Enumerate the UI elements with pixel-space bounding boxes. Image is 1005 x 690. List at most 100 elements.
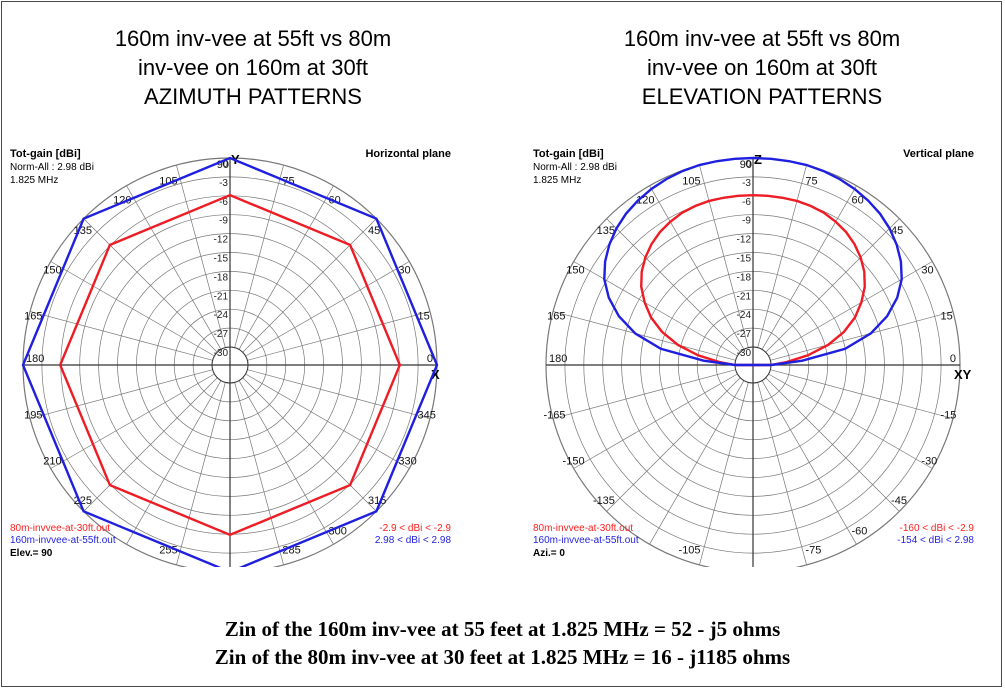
elevation-plane-label: Vertical plane (903, 148, 974, 160)
elevation-angle-label-30: 30 (921, 265, 933, 277)
elevation-legend-range-blue: -154 < dBi < 2.98 (897, 535, 974, 546)
azimuth-bottom-label: Elev.= 90 (10, 548, 53, 559)
elevation-angle-label-0: 0 (950, 353, 956, 365)
elevation-angle-label-300: -60 (852, 525, 868, 537)
elevation-axis-letters: Z XY (754, 152, 972, 382)
azimuth-freq-label: 1.825 MHz (10, 175, 58, 186)
elevation-angle-label-180: 180 (549, 353, 567, 365)
azimuth-ring-label: -18 (214, 272, 229, 283)
azimuth-ring-label: -30 (214, 348, 229, 359)
elevation-ring-label: -12 (737, 235, 752, 246)
azimuth-angle-label-330: 330 (398, 456, 416, 468)
elevation-ring-label: -21 (737, 291, 752, 302)
azimuth-angle-label-165: 165 (24, 311, 42, 323)
azimuth-legend-range-blue: 2.98 < dBi < 2.98 (375, 535, 452, 546)
elevation-ring-label: -27 (737, 329, 752, 340)
elevation-angle-label-285: -75 (805, 544, 821, 556)
azimuth-angle-label-0: 0 (427, 353, 433, 365)
elevation-angle-label-60: 60 (852, 195, 864, 207)
azimuth-legend-range-red: -2.9 < dBi < -2.9 (379, 523, 451, 534)
azimuth-legend-file-blue: 160m-invvee-at-55ft.out (10, 535, 116, 546)
azimuth-ring-label: -21 (214, 291, 229, 302)
elevation-angle-label-45: 45 (891, 225, 903, 237)
elevation-series-blue-line (603, 156, 903, 367)
azimuth-plot: 0 -3 -6 -9 -12 -15 -18 -21 -24 -27 -30 0 15 30 45 60 75 9… (8, 145, 453, 567)
azimuth-center-circle (211, 346, 249, 384)
elevation-polar-chart: 0 -3 -6 -9 -12 -15 -18 -21 -24 -27 -30 0 15 30 45 60 75 9… (533, 148, 974, 567)
azimuth-angle-label-15: 15 (417, 311, 429, 323)
azimuth-header: Tot-gain [dBi] Norm-All : 2.98 dBi 1.825 M… (10, 148, 451, 186)
elevation-ring-labels: 0 -3 -6 -9 -12 -15 -18 -21 -24 -27 -30 (737, 159, 752, 359)
elevation-angle-label-90: 90 (740, 159, 752, 171)
elevation-freq-label: 1.825 MHz (533, 175, 581, 186)
azimuth-series-blue-line (21, 156, 439, 567)
azimuth-legend-file-red: 80m-invvee-at-30ft.out (10, 523, 110, 534)
elevation-angle-label-330: -30 (921, 456, 937, 468)
elevation-ring-label: -15 (737, 254, 752, 265)
elevation-angle-label-195: -165 (543, 409, 565, 421)
elevation-legend-file-red: 80m-invvee-at-30ft.out (533, 523, 633, 534)
azimuth-angle-label-180: 180 (26, 353, 44, 365)
azimuth-title: 160m inv-vee at 55ft vs 80m inv-vee on 1… (18, 24, 488, 111)
azimuth-series-red-line (58, 193, 402, 537)
azimuth-right-axis-label: X (431, 367, 440, 382)
elevation-gain-label: Tot-gain [dBi] (533, 148, 604, 160)
azimuth-title-line-3: AZIMUTH PATTERNS (144, 84, 362, 109)
elevation-angle-label-75: 75 (805, 176, 817, 188)
azimuth-ring-label: -27 (214, 329, 229, 340)
azimuth-gain-label: Tot-gain [dBi] (10, 148, 81, 160)
elevation-ring-label: -3 (742, 178, 751, 189)
elevation-grid (545, 157, 961, 567)
azimuth-angle-label-45: 45 (368, 225, 380, 237)
elevation-angle-labels: 0153045607590105120135150165180-165-150-… (543, 159, 956, 556)
elevation-right-axis-label: XY (954, 367, 972, 382)
elevation-angle-label-225: -135 (593, 495, 615, 507)
elevation-title-line-2: inv-vee on 160m at 30ft (647, 55, 877, 80)
elevation-legend-range-red: -160 < dBi < -2.9 (900, 523, 975, 534)
azimuth-angle-label-345: 345 (417, 409, 435, 421)
azimuth-ring-label: -6 (219, 197, 228, 208)
elevation-ring-label: -6 (742, 197, 751, 208)
azimuth-title-line-1: 160m inv-vee at 55ft vs 80m (114, 26, 392, 51)
elevation-ring-label: -9 (742, 216, 751, 227)
azimuth-ring-label: 0 (222, 159, 228, 170)
elevation-bottom-label: Azi.= 0 (533, 548, 565, 559)
elevation-angle-label-165: 165 (547, 311, 565, 323)
elevation-series-red-line (640, 193, 866, 367)
azimuth-ring-label: -3 (219, 178, 228, 189)
azimuth-ring-labels: 0 -3 -6 -9 -12 -15 -18 -21 -24 -27 -30 (214, 159, 229, 359)
elevation-ring-label: -24 (737, 310, 752, 321)
azimuth-angle-label-150: 150 (43, 265, 61, 277)
elevation-angle-label-15: 15 (940, 311, 952, 323)
azimuth-ring-label: -12 (214, 235, 229, 246)
elevation-legend-file-blue: 160m-invvee-at-55ft.out (533, 535, 639, 546)
elevation-angle-label-105: 105 (682, 176, 700, 188)
elevation-title-line-3: ELEVATION PATTERNS (641, 84, 883, 109)
elevation-ring-label: -18 (737, 272, 752, 283)
elevation-angle-label-210: -150 (563, 456, 585, 468)
azimuth-polar-chart: 0-3-6-9-12-15-18-21-24-27-30 015304560759… (10, 148, 451, 567)
azimuth-angle-label-210: 210 (43, 456, 61, 468)
elevation-angle-label-345: -15 (940, 409, 956, 421)
azimuth-ring-label: -15 (214, 254, 229, 265)
elevation-legend: 80m-invvee-at-30ft.out -160 < dBi < -2.9 1… (533, 523, 974, 559)
azimuth-legend: 80m-invvee-at-30ft.out -2.9 < dBi < -2.9 1… (10, 523, 451, 559)
elevation-angle-label-255: -105 (679, 544, 701, 556)
azimuth-title-line-2: inv-vee on 160m at 30ft (138, 55, 368, 80)
elevation-top-axis-label: Z (754, 152, 762, 167)
elevation-ring-label: 0 (745, 159, 751, 170)
elevation-title-line-1: 160m inv-vee at 55ft vs 80m (623, 26, 901, 51)
elevation-ring-label: -30 (737, 348, 752, 359)
azimuth-angle-label-30: 30 (398, 265, 410, 277)
elevation-angle-label-135: 135 (597, 225, 615, 237)
azimuth-angle-label-195: 195 (24, 409, 42, 421)
elevation-plot: 0 -3 -6 -9 -12 -15 -18 -21 -24 -27 -30 0 15 30 45 60 75 9… (531, 145, 976, 567)
impedance-line-1: Zin of the 160m inv-vee at 55 feet at 1.… (224, 617, 781, 641)
elevation-header: Tot-gain [dBi] Norm-All : 2.98 dBi 1.825 M… (533, 148, 974, 186)
impedance-line-2: Zin of the 80m inv-vee at 30 feet at 1.8… (214, 645, 791, 669)
elevation-angle-label-150: 150 (566, 265, 584, 277)
elevation-norm-label: Norm-All : 2.98 dBi (533, 162, 617, 173)
azimuth-ring-label: -24 (214, 310, 229, 321)
elevation-angle-label-315: -45 (891, 495, 907, 507)
